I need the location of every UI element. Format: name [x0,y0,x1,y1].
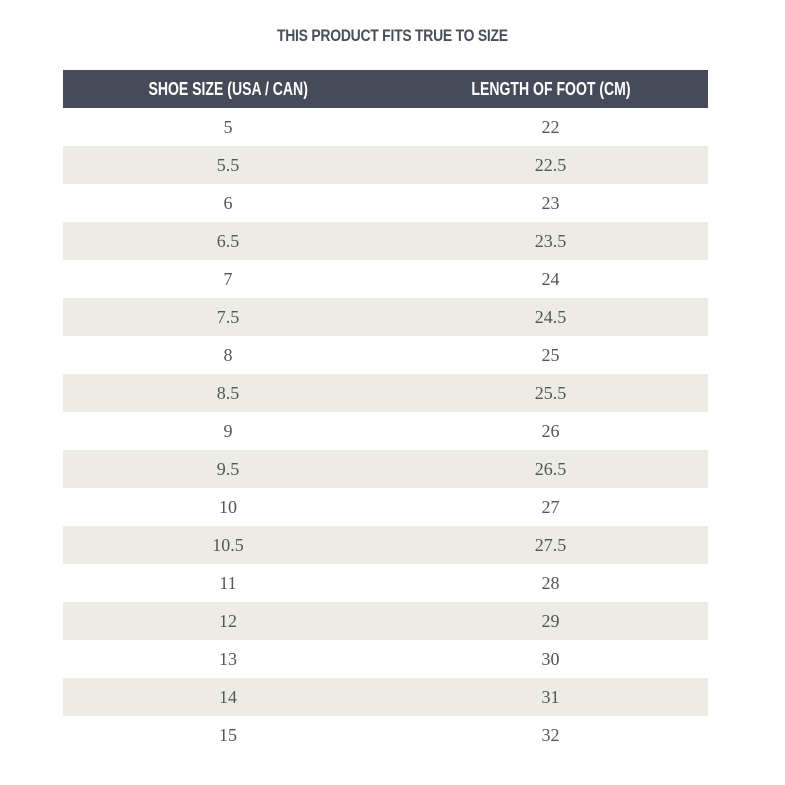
table-row: 11 28 [63,564,708,602]
table-cell: 5.5 [63,146,393,184]
table-cell: 27.5 [393,526,708,564]
table-row: 10.5 27.5 [63,526,708,564]
column-header-text: LENGTH OF FOOT (CM) [470,78,631,99]
table-row: 7 24 [63,260,708,298]
table-row: 8.5 25.5 [63,374,708,412]
table-cell: 23 [541,192,560,213]
table-row: 7.5 24.5 [63,298,708,336]
column-header: LENGTH OF FOOT (CM) [393,70,708,108]
table-cell: 31 [393,678,708,716]
table-cell: 24 [541,268,560,289]
table-cell: 5 [223,116,233,137]
table-row: 14 31 [63,678,708,716]
table-cell: 11 [219,572,237,593]
table-cell: 25 [541,344,560,365]
table-row: 5 22 [63,108,708,146]
table-row: 10 27 [63,488,708,526]
table-cell: 22.5 [393,146,708,184]
table-cell: 13 [219,648,237,669]
table-row: 6.5 23.5 [63,222,708,260]
table-cell: 6.5 [63,222,393,260]
title: THIS PRODUCT FITS TRUE TO SIZE [276,26,508,45]
table-row: 12 29 [63,602,708,640]
table-cell: 29 [393,602,708,640]
table-header: SHOE SIZE (USA / CAN) LENGTH OF FOOT (CM… [63,70,708,108]
table-cell: 9.5 [63,450,393,488]
table-cell: 15 [219,724,237,745]
size-table: SHOE SIZE (USA / CAN) LENGTH OF FOOT (CM… [63,70,708,754]
table-cell: 7.5 [63,298,393,336]
table-cell: 27 [541,496,560,517]
column-header: SHOE SIZE (USA / CAN) [63,70,393,108]
table-cell: 7 [223,268,233,289]
table-cell: 26.5 [393,450,708,488]
table-cell: 26 [541,420,560,441]
table-cell: 10 [219,496,237,517]
table-cell: 32 [541,724,560,745]
table-cell: 14 [63,678,393,716]
table-cell: 6 [223,192,233,213]
table-row: 9 26 [63,412,708,450]
column-header-text: SHOE SIZE (USA / CAN) [148,78,308,99]
table-cell: 22 [541,116,560,137]
table-cell: 23.5 [393,222,708,260]
table-row: 9.5 26.5 [63,450,708,488]
table-cell: 12 [63,602,393,640]
table-cell: 8.5 [63,374,393,412]
table-cell: 9 [223,420,233,441]
header-row: SHOE SIZE (USA / CAN) LENGTH OF FOOT (CM… [63,70,708,108]
table-cell: 30 [541,648,560,669]
table-cell: 10.5 [63,526,393,564]
table-row: 15 32 [63,716,708,754]
table-body: 5 22 5.5 22.5 6 23 6.5 23.5 7 24 7.5 24.5 8 25 8.5 25.5… [63,108,708,754]
table-row: 6 23 [63,184,708,222]
table-cell: 24.5 [393,298,708,336]
table-cell: 8 [223,344,233,365]
table-row: 13 30 [63,640,708,678]
table-row: 5.5 22.5 [63,146,708,184]
table-cell: 28 [541,572,560,593]
table-cell: 25.5 [393,374,708,412]
table-row: 8 25 [63,336,708,374]
